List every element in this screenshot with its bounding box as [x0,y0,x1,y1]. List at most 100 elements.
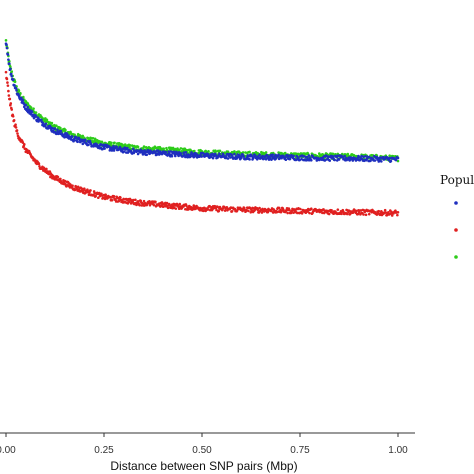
data-point [170,154,174,158]
data-point [41,121,45,125]
data-point [50,121,54,125]
data-point [14,87,18,90]
data-point [138,203,141,207]
data-point [21,141,25,144]
data-point [71,184,74,188]
data-point [88,191,91,194]
data-point [134,198,137,202]
data-point [178,202,182,206]
data-point [141,149,144,153]
data-point [97,196,100,200]
data-point [9,102,13,105]
data-point [388,156,391,160]
data-point [122,197,125,201]
data-point [51,126,54,130]
data-point [351,211,355,215]
data-point [112,144,115,148]
data-point [128,144,132,147]
data-point [364,213,368,217]
data-point [367,212,371,216]
data-point [55,124,58,127]
data-point [9,65,12,68]
data-point [83,187,86,191]
data-point [59,126,62,130]
data-point [271,153,274,156]
data-point [226,150,230,153]
data-point [284,158,288,162]
data-point [100,140,104,144]
data-point [295,211,299,215]
data-point [12,119,16,122]
data-point [113,141,116,145]
data-point [164,150,168,154]
data-point [165,201,169,205]
data-point [384,211,388,214]
data-point [17,89,21,93]
data-point [292,154,295,158]
data-point [131,147,135,151]
data-point [95,143,99,147]
data-point [327,212,331,216]
x-axis-ticks: 0.00 0.25 0.50 0.75 1.00 [0,433,408,456]
data-point [340,212,343,216]
data-point [223,209,227,212]
data-point [242,155,246,158]
data-point [4,70,8,74]
data-point [377,209,381,213]
data-point [81,142,85,146]
data-point [362,213,365,216]
data-point [53,127,57,130]
data-point [29,113,33,116]
series-1-points [4,42,400,163]
data-point [142,199,146,203]
data-point [45,167,48,171]
data-point [258,153,261,157]
data-point [309,158,313,162]
data-point [7,94,11,97]
data-point [262,157,266,161]
data-point [29,106,33,109]
data-point [396,156,400,160]
data-point [115,145,118,149]
x-tick-label: 0.00 [0,445,16,456]
data-point [357,154,360,158]
data-point [56,128,59,132]
data-point [13,80,17,84]
data-point [177,148,181,152]
data-point [59,177,62,181]
data-point [229,156,232,159]
data-point [389,159,393,163]
data-point [56,175,60,179]
data-point [342,210,345,214]
data-point [32,107,35,110]
data-point [112,195,116,198]
data-point [145,153,149,157]
data-point [216,205,219,209]
data-point [289,211,293,215]
data-point [38,164,41,168]
data-point [218,149,222,153]
data-point [375,155,379,159]
data-point [274,157,278,160]
data-point [30,110,34,113]
data-point [308,211,311,215]
data-point [237,150,241,153]
data-point [103,147,106,150]
data-point [76,140,79,144]
data-point [341,155,345,159]
data-point [119,146,122,150]
data-point [136,145,140,149]
data-point [11,78,15,81]
data-point [299,207,302,211]
data-point [26,105,29,109]
data-point [40,118,43,122]
legend-key-dot [454,255,458,259]
data-point [394,158,398,162]
data-point [331,155,335,158]
data-point [369,159,372,163]
x-axis-title: Distance between SNP pairs (Mbp) [110,459,297,473]
data-point [300,212,304,215]
data-point [247,209,250,213]
data-point [34,115,38,118]
x-tick-label: 0.75 [290,445,310,456]
